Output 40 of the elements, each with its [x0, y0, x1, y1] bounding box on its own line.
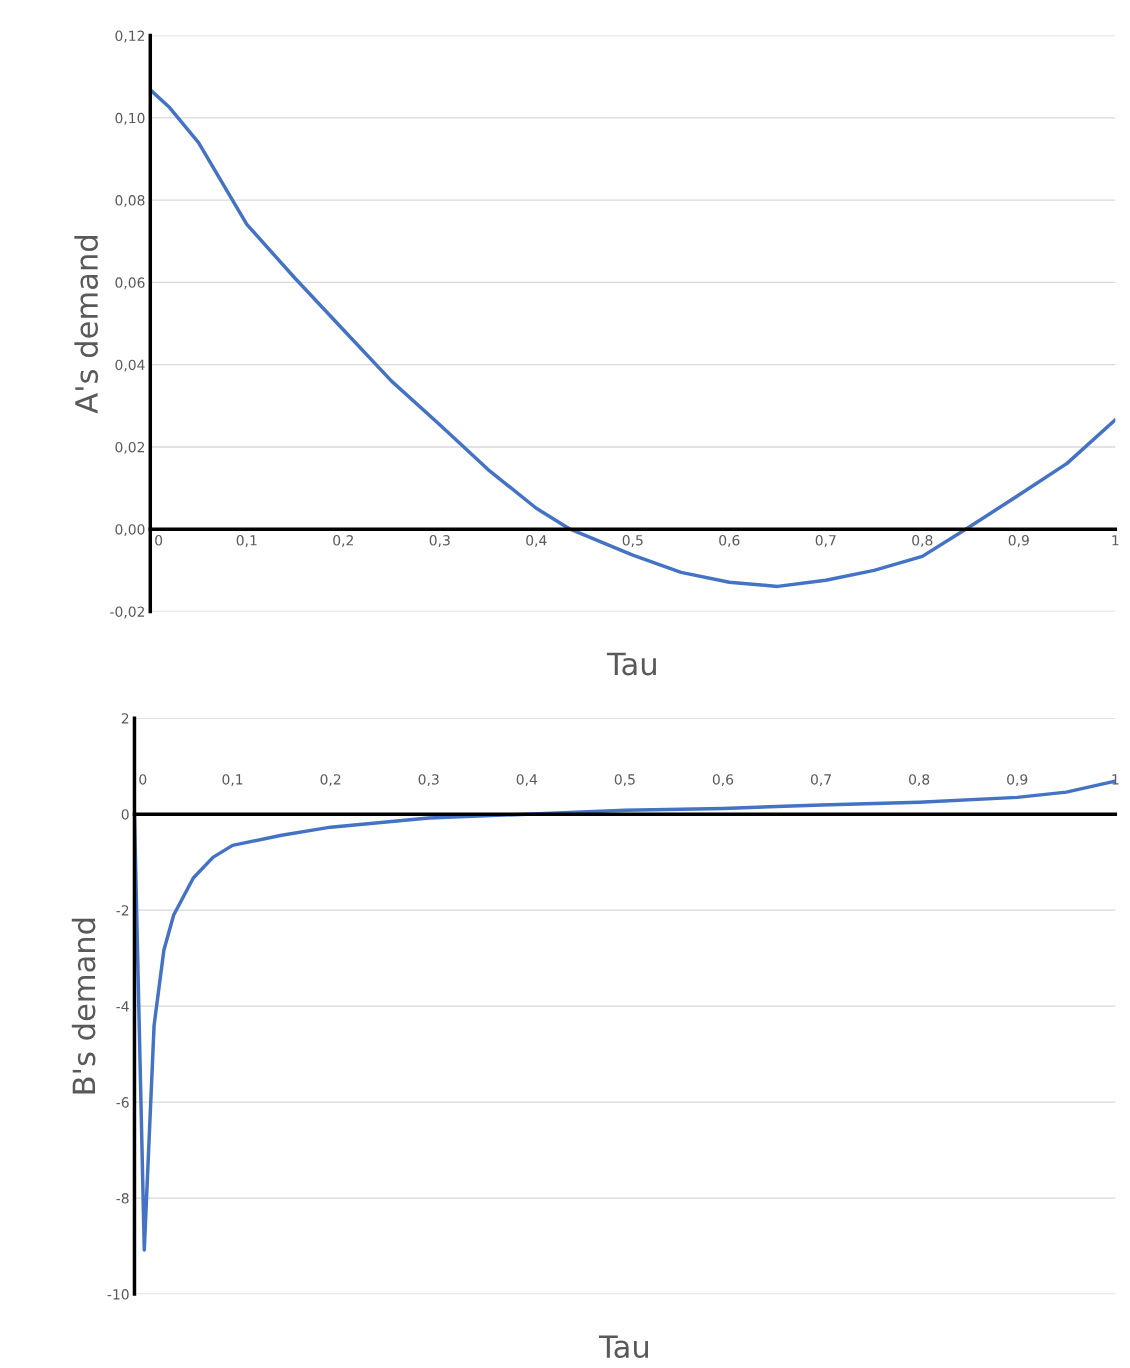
x-tick-label: 0,1 [222, 774, 243, 787]
x-tick-label: 0,9 [1007, 774, 1028, 787]
x-tick-label: 0,3 [418, 774, 439, 787]
x-tick-label: 0,2 [320, 774, 341, 787]
y-tick-label: 0,08 [115, 195, 145, 208]
y-tick-label: 0,06 [115, 277, 145, 290]
x-tick-label: 0,6 [712, 774, 734, 787]
y-axis-title: A's demand [74, 236, 99, 414]
y-tick-label: 0,10 [115, 112, 145, 125]
y-tick-label: -8 [116, 1193, 129, 1204]
x-tick-label: 0,7 [815, 535, 836, 547]
y-tick-label: -2 [116, 905, 129, 916]
y-tick-label: 0,04 [115, 359, 145, 372]
x-tick-label: 0,4 [516, 774, 538, 787]
x-tick-label: 0,2 [333, 535, 353, 547]
x-axis-title: Tau [606, 652, 656, 676]
x-tick-label: 0,8 [909, 774, 930, 787]
x-tick-label: 1 [1112, 774, 1119, 785]
y-tick-label: -0,02 [110, 606, 145, 619]
y-tick-label: 0,12 [115, 30, 145, 43]
x-tick-label: 0 [155, 535, 163, 546]
x-axis-title: Tau [598, 1335, 648, 1359]
x-tick-label: 0,8 [912, 535, 933, 547]
x-tick-label: 0,6 [719, 535, 740, 547]
y-tick-label: 0,00 [115, 524, 145, 537]
x-tick-label: 0,5 [614, 774, 635, 787]
x-tick-label: 0,4 [526, 535, 547, 547]
y-tick-label: 0,02 [115, 441, 145, 454]
x-tick-label: 0,7 [810, 774, 831, 787]
x-tick-label: 1 [1112, 535, 1119, 546]
y-tick-label: -6 [116, 1097, 129, 1108]
x-tick-label: 0,3 [429, 535, 450, 547]
y-tick-label: 2 [121, 713, 129, 724]
x-tick-label: 0,1 [236, 535, 257, 547]
y-tick-label: -4 [116, 1001, 129, 1012]
y-tick-label: -10 [107, 1289, 129, 1300]
x-tick-label: 0,9 [1008, 535, 1029, 547]
y-axis-title: B's demand [71, 918, 96, 1094]
x-tick-label: 0,5 [622, 535, 643, 547]
y-tick-label: 0 [121, 809, 129, 820]
